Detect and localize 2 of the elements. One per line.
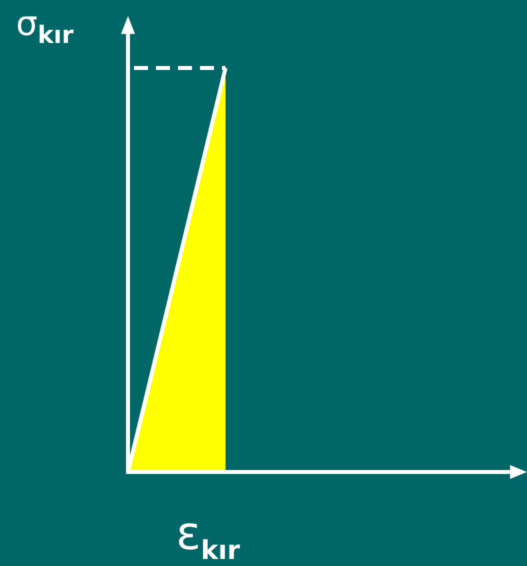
x-axis-title: ε$_{kır}$	[176, 506, 240, 566]
y-axis-title: σ$_{kır}$	[16, 3, 74, 51]
